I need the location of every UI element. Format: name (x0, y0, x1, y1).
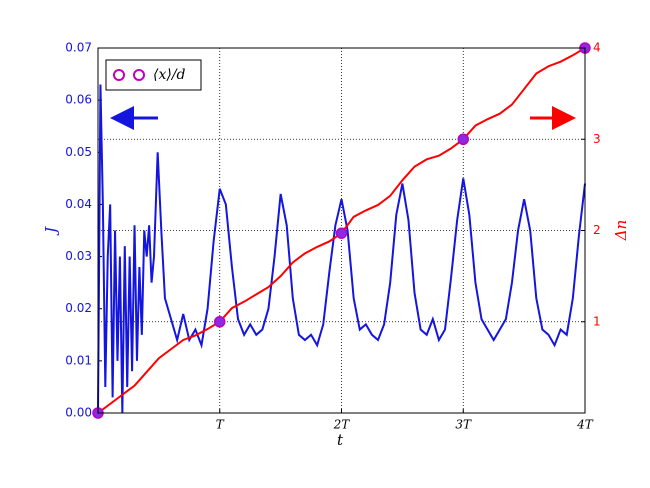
legend-marker (133, 69, 145, 81)
data-point (457, 133, 469, 145)
legend-marker (113, 69, 125, 81)
y2-tick-label: 1 (593, 314, 601, 328)
y-tick-label: 0.07 (65, 41, 92, 55)
x-axis-label: t (337, 431, 344, 449)
y-tick-label: 0.00 (65, 406, 92, 420)
data-line (97, 84, 586, 414)
y-tick-label: 0.05 (65, 145, 92, 159)
legend-box (105, 59, 202, 91)
x-tick-label: 4T (576, 418, 594, 432)
y2-tick-label: 2 (593, 223, 601, 237)
y2-tick-label: 3 (593, 132, 601, 146)
y-tick-label: 0.06 (65, 93, 92, 107)
y2-axis-label: Δn (612, 220, 630, 242)
y2-tick-label: 4 (593, 41, 601, 55)
x-tick-label: 3T (455, 418, 472, 432)
x-tick-label: 2T (333, 418, 351, 432)
data-point (214, 316, 226, 328)
data-point (335, 227, 348, 239)
y-tick-label: 0.02 (65, 301, 92, 315)
y-tick-label: 0.03 (65, 249, 92, 263)
x-tick-label: T (216, 418, 225, 432)
y-tick-label: 0.04 (65, 197, 92, 211)
legend-label: ⟨x⟩/d (153, 67, 186, 83)
y-tick-label: 0.01 (65, 353, 92, 367)
y-axis-label: J (42, 226, 60, 236)
plot-frame (97, 47, 586, 414)
